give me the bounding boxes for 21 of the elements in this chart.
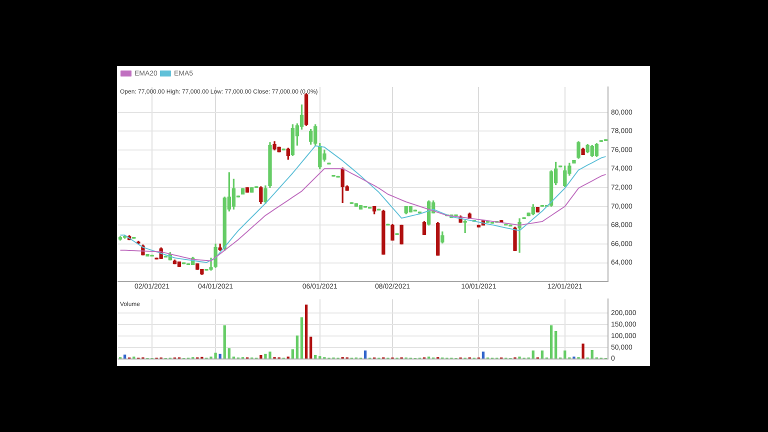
bar: [300, 317, 304, 359]
bar: [291, 349, 294, 359]
bar: [296, 336, 299, 359]
bar: [228, 348, 230, 359]
bar: [314, 355, 317, 359]
bar: [582, 344, 584, 359]
bar: [304, 304, 308, 359]
bar: [564, 350, 566, 359]
bar: [309, 336, 312, 359]
bar: [260, 355, 262, 359]
bar: [554, 330, 558, 359]
bar: [218, 354, 222, 359]
bar: [123, 354, 126, 359]
bar: [540, 350, 544, 359]
bar: [364, 350, 367, 359]
bar: [590, 350, 594, 359]
bar: [318, 356, 322, 359]
bar: [482, 352, 485, 359]
bar: [550, 325, 553, 359]
bar: [223, 325, 226, 359]
bar: [532, 350, 534, 359]
